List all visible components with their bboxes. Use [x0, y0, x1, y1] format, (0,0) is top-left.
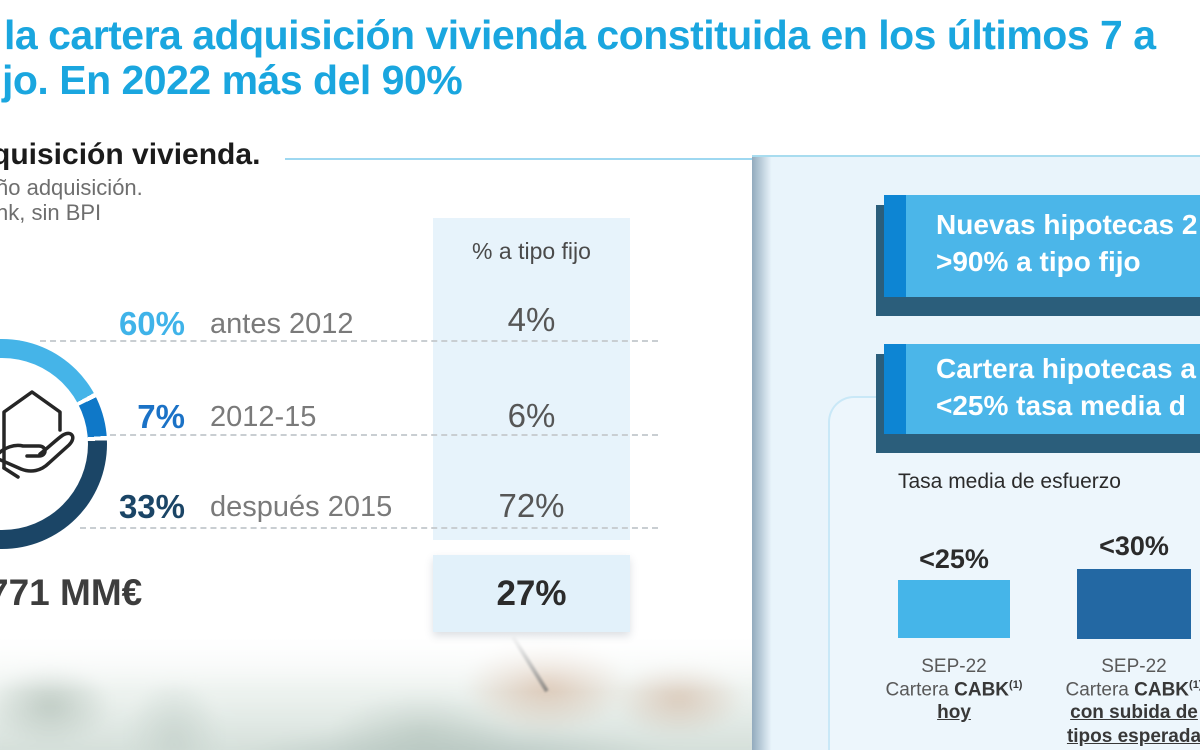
bar2-caption-date: SEP-22: [1101, 656, 1167, 677]
fixed-rate-summary-value: 27%: [496, 574, 567, 613]
callout2-line2: <25% tasa media d: [936, 389, 1186, 421]
callout1-line1: Nuevas hipotecas 2: [936, 209, 1198, 240]
slide-title-line-1: la cartera adquisición vivienda constitu…: [4, 12, 1156, 58]
portfolio-bold: CABK: [954, 679, 1010, 701]
bar1-scenario-line1: hoy: [937, 702, 971, 723]
footnote-marker: (1): [1009, 679, 1023, 691]
donut-percent-row2: 7%: [137, 398, 185, 435]
bar1-caption-date: SEP-22: [921, 656, 987, 677]
callout-cartera-hipotecas: Cartera hipotecas a <25% tasa media d: [876, 344, 1200, 453]
donut-percent-row3: 33%: [118, 488, 185, 525]
section-subtitle-1: ño adquisición.: [0, 175, 143, 200]
faded-photo-strip: [0, 634, 752, 750]
panel-edge-shadow: [752, 157, 778, 750]
portfolio-bold: CABK: [1134, 679, 1190, 701]
donut-label-row3: después 2015: [210, 491, 393, 523]
callout1-line2: >90% a tipo fijo: [936, 245, 1141, 277]
bar2-scenario-line2: tipos esperada: [1066, 726, 1200, 747]
fixed-rate-column-box: [433, 218, 630, 540]
bar2-scenario-line1: con subida de: [1070, 702, 1198, 723]
callout2-line1: Cartera hipotecas a: [936, 353, 1196, 384]
donut-label-row1: antes 2012: [210, 308, 354, 340]
callout-accent-strip: [884, 344, 906, 434]
row-separator-2: [110, 434, 658, 436]
portfolio-regular: Cartera: [1065, 679, 1135, 701]
donut-percent-row1: 60%: [118, 305, 185, 342]
footnote-marker: (1): [1189, 679, 1200, 691]
bar1-rect: [898, 580, 1010, 638]
bar2-rect: [1077, 569, 1191, 639]
bar1-value-label: <25%: [919, 544, 989, 574]
callout-accent-strip: [884, 195, 906, 297]
portfolio-regular: Cartera: [885, 679, 955, 701]
row-separator-3: [80, 527, 658, 529]
bar2-caption-portfolio: Cartera CABK(1): [1052, 679, 1200, 701]
photo-top-fade: [0, 634, 752, 750]
fixed-rate-value-row3: 72%: [498, 487, 565, 524]
donut-label-row2: 2012-15: [210, 401, 317, 433]
bars-section-title: Tasa media de esfuerzo: [898, 470, 1121, 493]
section-subtitle-2: nk, sin BPI: [0, 200, 102, 225]
row-separator-1: [40, 340, 658, 342]
bar1-caption-portfolio: Cartera CABK(1): [874, 679, 1034, 701]
fixed-rate-summary-box: [433, 555, 630, 632]
slide-title-line-2: jo. En 2022 más del 90%: [2, 57, 463, 103]
bar2-value-label: <30%: [1099, 531, 1169, 561]
callout-nuevas-hipotecas: Nuevas hipotecas 2 >90% a tipo fijo: [876, 195, 1200, 316]
section-heading: quisición vivienda.: [0, 138, 261, 171]
total-amount: 771 MM€: [0, 572, 143, 613]
heading-divider-line: [285, 158, 752, 160]
fixed-rate-value-row2: 6%: [507, 397, 556, 434]
house-in-hand-icon: [0, 390, 75, 479]
fixed-rate-value-row1: 4%: [507, 301, 556, 338]
fixed-rate-column-header: % a tipo fijo: [472, 238, 591, 264]
